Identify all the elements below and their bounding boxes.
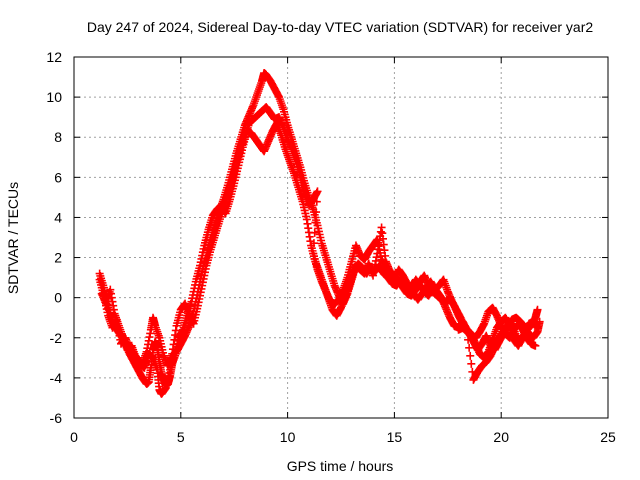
y-tick-label: 8 — [54, 129, 62, 145]
chart-title: Day 247 of 2024, Sidereal Day-to-day VTE… — [87, 19, 593, 35]
data-point — [463, 327, 472, 336]
data-point — [464, 335, 473, 344]
y-tick-label: 10 — [46, 89, 62, 105]
y-axis-title: SDTVAR / TECUs — [5, 182, 21, 294]
plot-frame — [73, 56, 609, 419]
y-tick-label: 6 — [54, 169, 62, 185]
y-tick-label: -4 — [50, 370, 63, 386]
data-point — [313, 187, 322, 196]
y-tick-label: -6 — [50, 410, 63, 426]
y-tick-label: 0 — [54, 290, 62, 306]
x-tick-label: 5 — [177, 429, 185, 445]
data-point — [535, 317, 544, 326]
x-axis-title: GPS time / hours — [287, 458, 394, 474]
data-point — [466, 351, 475, 360]
x-tick-label: 0 — [70, 429, 78, 445]
data-point — [465, 343, 474, 352]
y-tick-label: 4 — [54, 209, 62, 225]
data-point — [310, 228, 319, 237]
y-tick-label: 12 — [46, 49, 62, 65]
data-point — [533, 305, 542, 314]
data-point — [312, 208, 321, 217]
data-points — [95, 69, 544, 398]
x-tick-label: 15 — [387, 429, 403, 445]
x-tick-label: 10 — [280, 429, 296, 445]
data-point — [312, 197, 321, 206]
data-point — [467, 359, 476, 368]
y-tick-label: -2 — [50, 330, 63, 346]
x-tick-label: 25 — [600, 429, 616, 445]
ticks: 0 5 10 15 20 25 -6 -4 -2 0 2 4 6 8 10 12 — [46, 49, 616, 445]
data-point — [311, 218, 320, 227]
data-point — [309, 239, 318, 248]
x-tick-label: 20 — [493, 429, 509, 445]
data-point — [531, 341, 540, 350]
y-tick-label: 2 — [54, 250, 62, 266]
